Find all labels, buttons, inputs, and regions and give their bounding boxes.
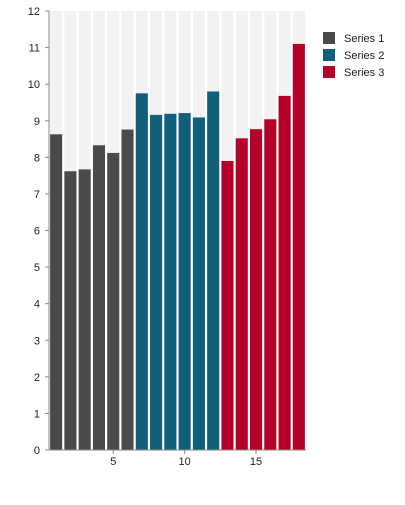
legend-label: Series 2 (344, 50, 384, 62)
x-tick-label: 15 (250, 456, 262, 468)
bar-series-3 (264, 119, 277, 450)
bar-series-1 (92, 145, 106, 450)
bar-series-3 (278, 95, 291, 450)
bar-series-1 (78, 169, 91, 451)
bar-series-2 (150, 114, 163, 450)
bar-series-1 (121, 129, 134, 450)
y-tick-label: 10 (28, 79, 40, 91)
y-tick-label: 5 (34, 262, 40, 274)
legend-swatch (323, 66, 335, 78)
bar-series-3 (249, 129, 263, 450)
legend-label: Series 1 (344, 33, 384, 45)
bar-series-1 (64, 171, 77, 451)
y-tick-label: 7 (34, 189, 40, 201)
y-tick-label: 2 (34, 372, 40, 384)
bar-series-2 (135, 93, 148, 450)
bar-series-1 (50, 134, 63, 450)
y-tick-label: 4 (34, 299, 40, 311)
y-tick-label: 1 (34, 408, 40, 420)
y-tick-label: 12 (28, 6, 40, 18)
x-tick-label: 5 (110, 456, 116, 468)
y-tick-label: 11 (29, 43, 40, 55)
y-tick-label: 3 (34, 335, 40, 347)
y-tick-label: 6 (34, 226, 40, 238)
bar-series-3 (235, 138, 248, 450)
y-tick-label: 8 (34, 152, 40, 164)
legend-label: Series 3 (344, 67, 384, 79)
legend-swatch (323, 32, 335, 44)
bar-series-2 (178, 113, 191, 450)
bars-layer (50, 43, 305, 451)
bar-series-1 (107, 152, 120, 450)
legend: Series 1 Series 2 Series 3 (323, 32, 384, 79)
y-tick-label: 9 (34, 116, 40, 128)
bar-series-3 (221, 160, 234, 450)
bar-series-2 (164, 113, 177, 450)
bar-series-2 (207, 91, 220, 450)
legend-swatch (323, 49, 335, 61)
bar-series-2 (192, 117, 205, 451)
x-tick-label: 10 (179, 456, 191, 468)
y-tick-label: 0 (34, 445, 40, 457)
bar-series-3 (292, 43, 305, 451)
